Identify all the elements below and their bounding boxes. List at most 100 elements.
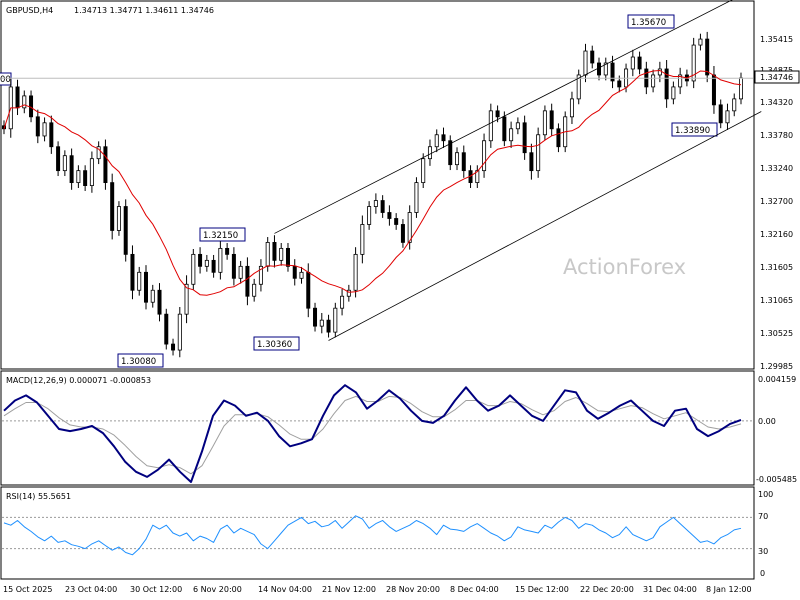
price-tick-label: 1.33240 — [760, 164, 793, 173]
price-tick-label: 1.30525 — [760, 329, 793, 338]
candle-body — [705, 38, 710, 76]
candle-body — [515, 122, 520, 130]
candle — [536, 127, 541, 178]
candle-body — [455, 152, 460, 166]
moving-average-line — [3, 69, 742, 296]
candle-body — [549, 110, 554, 130]
candle — [62, 150, 67, 177]
candle — [475, 165, 480, 188]
candle — [313, 302, 318, 332]
x-tick-label: 21 Nov 12:00 — [322, 585, 376, 594]
candle — [678, 67, 683, 95]
symbol-header: GBPUSD,H4 — [6, 6, 53, 15]
candle-body — [56, 146, 61, 172]
candle-body — [89, 158, 94, 186]
candle — [225, 243, 230, 260]
candle — [204, 254, 209, 272]
candle-body — [617, 80, 622, 88]
current-price-box — [754, 70, 800, 84]
candle-body — [96, 146, 101, 160]
macd-pane — [0, 370, 755, 486]
rsi-title: RSI(14) 55.5651 — [6, 492, 71, 501]
candle — [218, 241, 223, 280]
candle — [427, 139, 432, 166]
candle — [258, 259, 263, 292]
candle-body — [475, 170, 480, 184]
x-tick-label: 28 Nov 20:00 — [386, 585, 440, 594]
candle — [346, 284, 351, 302]
candle-body — [509, 128, 514, 142]
candle — [333, 302, 338, 338]
candle-body — [171, 343, 176, 351]
price-candles — [2, 31, 744, 358]
candle — [110, 173, 115, 240]
candle-body — [245, 265, 250, 297]
candle — [725, 103, 730, 130]
candle — [482, 133, 487, 178]
x-tick-label: 14 Nov 04:00 — [258, 585, 312, 594]
candle-body — [597, 62, 602, 76]
candle-body — [610, 62, 615, 82]
candle-body — [35, 116, 40, 137]
candle-body — [691, 44, 696, 82]
candle — [326, 314, 331, 338]
candle — [184, 275, 189, 324]
candle-body — [225, 247, 230, 255]
candle — [42, 117, 47, 142]
candle-body — [536, 134, 541, 172]
candle-body — [651, 74, 656, 88]
candle-body — [306, 271, 311, 309]
candle — [340, 289, 345, 316]
price-tick-label: 1.31065 — [760, 296, 793, 305]
candle-body — [258, 265, 263, 285]
candle-body — [211, 259, 216, 273]
candle — [319, 312, 324, 334]
candle — [96, 141, 101, 165]
candle — [76, 165, 81, 188]
candle — [373, 193, 378, 214]
candle — [434, 129, 439, 153]
candle — [353, 247, 358, 298]
candle-body — [739, 77, 744, 100]
candle — [164, 308, 169, 350]
candle-body — [62, 155, 67, 172]
candle-body — [482, 140, 487, 172]
candle-body — [150, 289, 155, 303]
candle — [488, 103, 493, 148]
candle-body — [353, 253, 358, 291]
candle-body — [488, 110, 493, 142]
candle — [630, 49, 635, 77]
candle — [387, 205, 392, 226]
candle — [360, 215, 365, 264]
candle-body — [657, 68, 662, 76]
candle-body — [698, 38, 703, 46]
candle-body — [218, 247, 223, 273]
candle-body — [373, 200, 378, 207]
candle-body — [576, 74, 581, 100]
candle-body — [569, 98, 574, 118]
candle — [441, 127, 446, 148]
candle — [238, 260, 243, 284]
candle-body — [164, 313, 169, 345]
candle-body — [346, 289, 351, 297]
watermark: ActionForex — [563, 255, 686, 279]
candle — [272, 235, 277, 268]
rsi-tick-label: 0 — [760, 569, 765, 578]
price-tick-label: 1.29985 — [760, 362, 793, 371]
candle-body — [252, 283, 257, 297]
annotation-swing-low-box — [671, 122, 718, 137]
candle-body — [22, 95, 27, 109]
candle — [549, 103, 554, 136]
candle — [407, 205, 412, 250]
candle-body — [556, 128, 561, 148]
candle — [705, 31, 710, 83]
candle-body — [15, 86, 20, 109]
candle-body — [110, 182, 115, 231]
candle-body — [292, 265, 297, 279]
candle — [56, 141, 61, 177]
candle-body — [427, 146, 432, 160]
candle-body — [76, 170, 81, 184]
candle-body — [522, 122, 527, 154]
candle-body — [502, 116, 507, 142]
